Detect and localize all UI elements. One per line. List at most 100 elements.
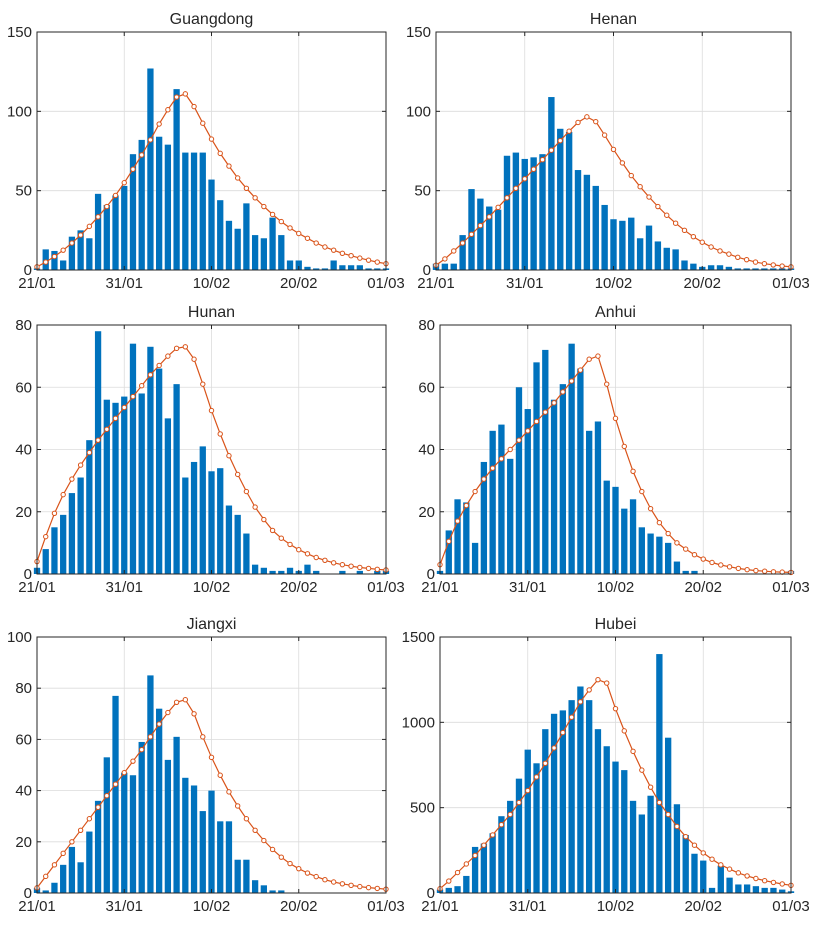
- bar: [610, 219, 617, 270]
- bar: [321, 268, 329, 270]
- fit-point: [95, 437, 101, 443]
- bar: [51, 527, 58, 574]
- bar: [628, 217, 635, 270]
- fit-point: [442, 256, 448, 262]
- fit-point: [525, 428, 531, 434]
- fit-point: [252, 504, 258, 510]
- x-tick-label: 20/02: [280, 579, 318, 596]
- fit-point: [217, 431, 223, 437]
- bar: [278, 890, 285, 893]
- bar: [129, 343, 137, 574]
- bar: [225, 220, 233, 270]
- y-tick-label: 60: [15, 379, 32, 396]
- fit-point: [709, 559, 715, 566]
- bar: [339, 265, 346, 270]
- x-tick-label: 01/03: [772, 579, 810, 596]
- fit-point: [147, 372, 154, 378]
- bar: [761, 887, 768, 893]
- bar: [603, 746, 610, 893]
- fit-point: [699, 239, 705, 245]
- x-tick-label: 31/01: [105, 579, 143, 596]
- fit-point: [489, 465, 496, 471]
- bar: [374, 268, 381, 270]
- y-tick-label: 40: [15, 442, 32, 459]
- fit-point: [165, 107, 171, 113]
- y-tick-label: 100: [7, 629, 32, 646]
- chart-title: Anhui: [595, 304, 636, 321]
- bar: [103, 204, 110, 270]
- fit-point: [234, 471, 241, 478]
- chart-panel-jiangxi: 21/01 31/01 10/02 20/02 01/03 0 20 40 60 80 100 Jia…: [7, 616, 405, 915]
- y-tick-label: 0: [427, 885, 435, 902]
- bar: [260, 885, 267, 893]
- x-tick-label: 20/02: [683, 275, 721, 292]
- bar: [156, 136, 163, 270]
- fit-point: [296, 230, 302, 237]
- bar: [507, 800, 514, 893]
- x-tick-label: 01/03: [772, 898, 810, 915]
- bar: [225, 505, 233, 574]
- fit-point: [191, 103, 197, 110]
- fit-point: [586, 687, 592, 693]
- fit-point: [304, 870, 311, 876]
- fit-point: [348, 253, 354, 259]
- bar: [103, 399, 110, 574]
- fit-point: [365, 257, 372, 263]
- bar: [524, 409, 531, 574]
- fit-point: [672, 220, 679, 226]
- fit-point: [278, 218, 284, 225]
- fit-point: [269, 527, 276, 534]
- fit-point: [165, 353, 171, 359]
- fit-point: [287, 541, 293, 548]
- bar: [586, 430, 593, 574]
- fit-point: [330, 247, 337, 253]
- x-tick-label: 01/03: [367, 275, 405, 292]
- fit-point: [208, 407, 215, 414]
- fit-point: [495, 204, 501, 211]
- y-tick-label: 100: [406, 103, 431, 120]
- fit-point: [77, 462, 84, 468]
- bar: [60, 514, 67, 574]
- bar: [129, 154, 137, 270]
- fit-point: [551, 400, 557, 406]
- x-tick-label: 10/02: [193, 275, 231, 292]
- fit-point: [200, 120, 206, 126]
- fit-point: [252, 827, 258, 833]
- bar: [673, 561, 681, 574]
- bar: [489, 430, 496, 574]
- fit-point: [551, 745, 557, 751]
- bar: [278, 570, 285, 574]
- bar: [77, 477, 84, 574]
- fit-point: [348, 563, 354, 569]
- bar: [521, 158, 528, 270]
- fit-point: [208, 136, 215, 142]
- fit-point: [655, 203, 661, 210]
- bar: [779, 889, 786, 893]
- bar: [295, 260, 302, 270]
- fit-point: [560, 389, 566, 395]
- bar: [182, 152, 189, 270]
- fit-point: [586, 356, 592, 362]
- fit-point: [139, 382, 145, 389]
- bar: [86, 238, 93, 270]
- fit-point: [726, 866, 733, 872]
- bar: [539, 154, 546, 270]
- bar: [645, 225, 653, 270]
- bar: [507, 458, 514, 574]
- fit-point: [753, 567, 759, 574]
- fit-point: [69, 240, 75, 246]
- bar: [656, 536, 663, 574]
- y-tick-label: 40: [15, 783, 32, 800]
- bar: [717, 865, 724, 893]
- fit-point: [674, 540, 680, 546]
- x-tick-label: 31/01: [105, 275, 143, 292]
- fit-point: [718, 562, 724, 568]
- bar: [468, 189, 475, 270]
- fit-point: [182, 91, 189, 97]
- bar: [489, 833, 496, 893]
- x-tick-label: 31/01: [509, 898, 547, 915]
- bar: [129, 775, 137, 893]
- fit-point: [691, 552, 698, 558]
- fit-point: [104, 426, 110, 432]
- bar: [629, 499, 637, 574]
